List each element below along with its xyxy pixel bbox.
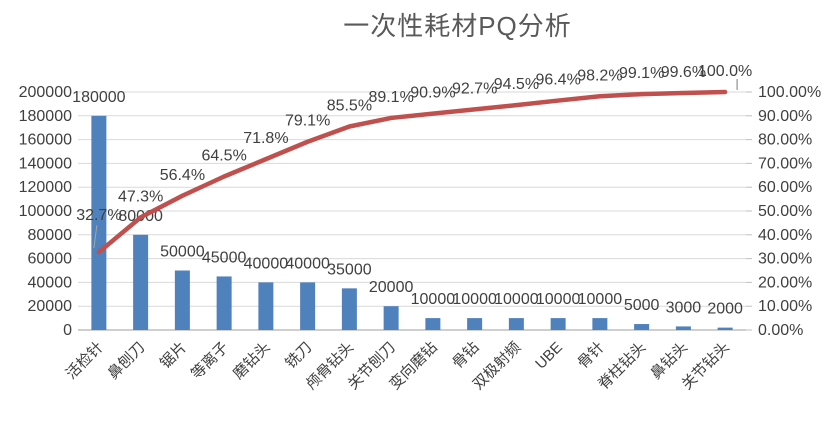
bar-value-label: 10000	[411, 291, 456, 308]
bar-3	[216, 276, 232, 330]
category-label: 骨钻	[449, 339, 482, 372]
bar-value-label: 2000	[707, 301, 743, 318]
bar-6	[341, 288, 357, 330]
bar-value-label: 10000	[578, 291, 623, 308]
y-axis-tick-label: 60000	[28, 251, 73, 268]
y2-axis-tick-label: 100.00%	[758, 84, 821, 101]
bar-13	[634, 324, 650, 330]
pct-label: 56.4%	[160, 167, 205, 184]
pct-label: 92.7%	[452, 80, 497, 97]
y-axis-tick-label: 100000	[19, 203, 72, 220]
pct-label: 32.7%	[76, 207, 121, 224]
y2-axis-tick-label: 10.00%	[758, 298, 812, 315]
bar-10	[508, 318, 524, 330]
pct-label: 89.1%	[368, 89, 413, 106]
bar-1	[133, 234, 149, 330]
pct-label: 94.5%	[494, 76, 539, 93]
bar-value-label: 20000	[369, 279, 414, 296]
pct-label: 98.2%	[577, 67, 622, 84]
bar-value-label: 40000	[244, 255, 289, 272]
bar-0	[91, 115, 107, 330]
bar-5	[300, 282, 316, 330]
chart-title: 一次性耗材PQ分析	[343, 11, 572, 41]
category-label: 鼻刨刀	[105, 339, 149, 383]
bar-9	[467, 318, 483, 330]
category-label: 铣刀	[282, 339, 315, 372]
y-axis-tick-label: 180000	[19, 108, 72, 125]
bar-8	[425, 318, 441, 330]
pct-label: 99.1%	[619, 65, 664, 82]
y2-axis-tick-label: 70.00%	[758, 155, 812, 172]
bar-value-label: 10000	[452, 291, 497, 308]
category-label: 活检针	[63, 339, 107, 383]
y-axis-tick-label: 120000	[19, 179, 72, 196]
pct-label: 79.1%	[285, 113, 330, 130]
leader-line	[93, 225, 98, 249]
y2-axis-tick-label: 50.00%	[758, 203, 812, 220]
category-label: 锯片	[157, 339, 190, 372]
bar-15	[717, 327, 733, 330]
pct-label: 96.4%	[535, 72, 580, 89]
category-label: 磨钻头	[230, 339, 274, 383]
bar-value-label: 50000	[160, 244, 205, 261]
y2-axis-tick-label: 60.00%	[758, 179, 812, 196]
y2-axis-tick-label: 90.00%	[758, 108, 812, 125]
pct-label: 85.5%	[327, 98, 372, 115]
y-axis-tick-label: 0	[63, 322, 72, 339]
y2-axis-tick-label: 30.00%	[758, 251, 812, 268]
y-axis-tick-label: 20000	[28, 298, 73, 315]
bar-value-label: 3000	[666, 299, 702, 316]
bar-11	[550, 318, 566, 330]
y2-axis-tick-label: 80.00%	[758, 132, 812, 149]
category-label: UBE	[532, 339, 566, 373]
cumulative-line	[96, 89, 728, 255]
category-label: 等离子	[187, 338, 232, 383]
y-axis-tick-label: 200000	[19, 84, 72, 101]
y-axis-tick-label: 40000	[28, 274, 73, 291]
pct-label: 47.3%	[118, 188, 163, 205]
bar-2	[174, 270, 190, 330]
bar-value-label: 45000	[202, 249, 247, 266]
pct-label: 71.8%	[243, 130, 288, 147]
bar-value-label: 5000	[624, 297, 660, 314]
bar-7	[383, 306, 399, 330]
bar-value-label: 40000	[285, 255, 330, 272]
y2-axis-tick-label: 0.00%	[758, 322, 803, 339]
bar-14	[675, 326, 691, 330]
pct-label: 100.0%	[698, 63, 752, 80]
y-axis-tick-label: 160000	[19, 132, 72, 149]
pct-label: 99.6%	[661, 64, 706, 81]
bar-value-label: 180000	[72, 89, 125, 106]
bar-value-label: 10000	[494, 291, 539, 308]
bar-value-label: 35000	[327, 261, 372, 278]
pct-label: 64.5%	[201, 147, 246, 164]
y2-axis-tick-label: 40.00%	[758, 227, 812, 244]
bar-4	[258, 282, 274, 330]
y-axis-tick-label: 80000	[28, 227, 73, 244]
category-label: 骨针	[574, 339, 607, 372]
pct-label: 90.9%	[410, 85, 455, 102]
bar-12	[592, 318, 608, 330]
bar-value-label: 10000	[536, 291, 581, 308]
y2-axis-tick-label: 20.00%	[758, 274, 812, 291]
y-axis-tick-label: 140000	[19, 155, 72, 172]
